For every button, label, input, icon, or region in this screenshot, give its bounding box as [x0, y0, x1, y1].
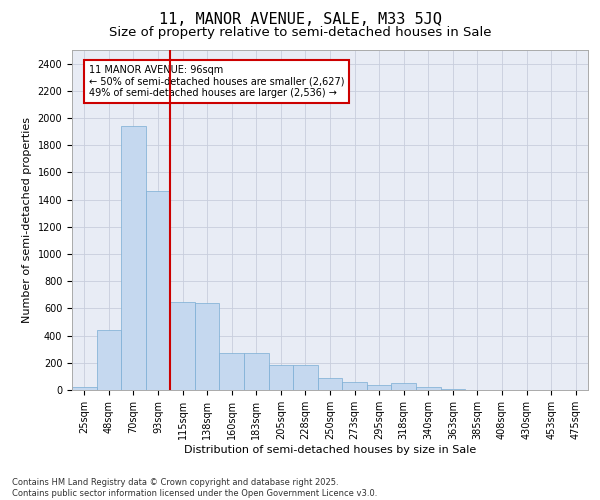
Bar: [121, 126, 146, 390]
Y-axis label: Number of semi-detached properties: Number of semi-detached properties: [22, 117, 32, 323]
Bar: [293, 365, 318, 390]
Bar: [342, 382, 367, 390]
X-axis label: Distribution of semi-detached houses by size in Sale: Distribution of semi-detached houses by …: [184, 444, 476, 454]
Bar: [244, 354, 269, 390]
Bar: [367, 384, 391, 390]
Bar: [220, 354, 244, 390]
Text: Contains HM Land Registry data © Crown copyright and database right 2025.
Contai: Contains HM Land Registry data © Crown c…: [12, 478, 377, 498]
Bar: [391, 383, 416, 390]
Bar: [72, 386, 97, 390]
Bar: [170, 302, 195, 390]
Text: 11, MANOR AVENUE, SALE, M33 5JQ: 11, MANOR AVENUE, SALE, M33 5JQ: [158, 12, 442, 28]
Bar: [146, 192, 170, 390]
Bar: [97, 330, 121, 390]
Bar: [195, 303, 220, 390]
Bar: [318, 378, 342, 390]
Text: 11 MANOR AVENUE: 96sqm
← 50% of semi-detached houses are smaller (2,627)
49% of : 11 MANOR AVENUE: 96sqm ← 50% of semi-det…: [89, 65, 344, 98]
Text: Size of property relative to semi-detached houses in Sale: Size of property relative to semi-detach…: [109, 26, 491, 39]
Bar: [416, 388, 440, 390]
Bar: [269, 365, 293, 390]
